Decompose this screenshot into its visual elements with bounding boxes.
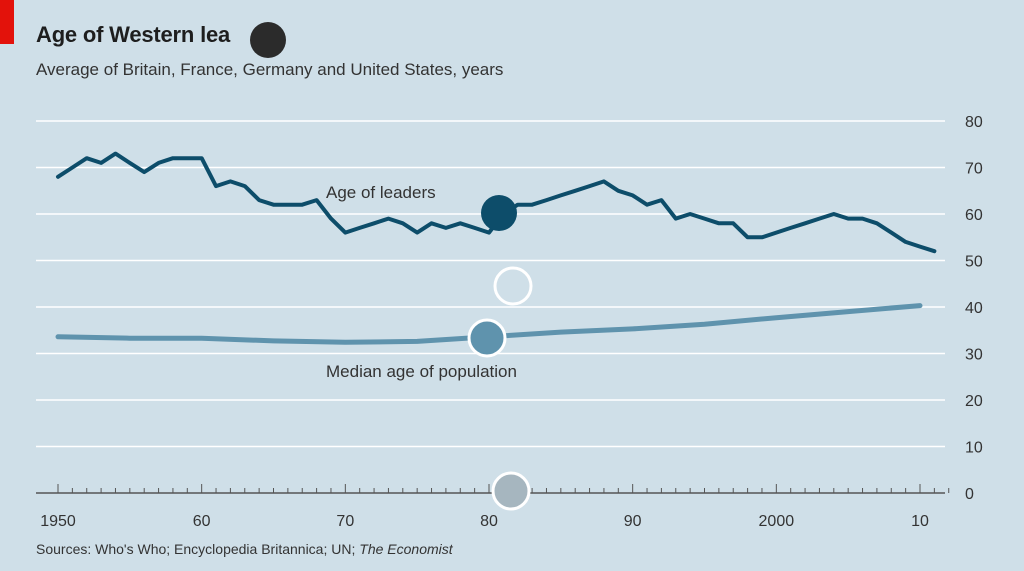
x-tick-label: 60 bbox=[193, 513, 211, 530]
brand-red-tag bbox=[0, 0, 14, 44]
x-tick-label: 10 bbox=[911, 513, 929, 530]
source-italic: The Economist bbox=[359, 541, 453, 557]
y-tick-label: 0 bbox=[965, 486, 974, 503]
x-tick-label: 1950 bbox=[40, 513, 76, 530]
x-tick-label: 80 bbox=[480, 513, 498, 530]
source-prefix: Sources: Who's Who; Encyclopedia Britann… bbox=[36, 541, 360, 557]
x-tick-label: 70 bbox=[336, 513, 354, 530]
axis-marker-dot bbox=[491, 471, 531, 511]
y-tick-label: 50 bbox=[965, 254, 983, 271]
y-tick-label: 60 bbox=[965, 207, 983, 224]
source-note: Sources: Who's Who; Encyclopedia Britann… bbox=[36, 541, 453, 557]
x-tick-label: 90 bbox=[624, 513, 642, 530]
series-label-median-age: Median age of population bbox=[326, 362, 517, 381]
y-tick-label: 70 bbox=[965, 161, 983, 178]
y-tick-label: 10 bbox=[965, 440, 983, 457]
overlay-markers bbox=[250, 22, 533, 511]
x-tick-label: 2000 bbox=[759, 513, 795, 530]
dark-overlay-dot bbox=[250, 22, 286, 58]
x-axis-labels: 1950 60 70 80 90 2000 10 bbox=[40, 513, 929, 530]
series bbox=[55, 151, 937, 345]
series-label-age-of-leaders: Age of leaders bbox=[326, 183, 436, 202]
leaders-highlight-dot bbox=[481, 195, 517, 231]
chart-title: Age of Western lea s bbox=[36, 22, 266, 47]
y-tick-label: 80 bbox=[965, 114, 983, 131]
population-highlight-dot bbox=[467, 318, 507, 358]
hollow-ring-marker bbox=[493, 266, 533, 306]
y-tick-label: 30 bbox=[965, 347, 983, 364]
series-labels: Age of leaders Median age of population bbox=[326, 183, 517, 381]
chart-subtitle: Average of Britain, France, Germany and … bbox=[36, 60, 504, 79]
y-tick-label: 40 bbox=[965, 300, 983, 317]
y-axis-labels: 0 10 20 30 40 50 60 70 80 bbox=[965, 114, 983, 503]
gridlines bbox=[36, 120, 945, 448]
y-tick-label: 20 bbox=[965, 393, 983, 410]
